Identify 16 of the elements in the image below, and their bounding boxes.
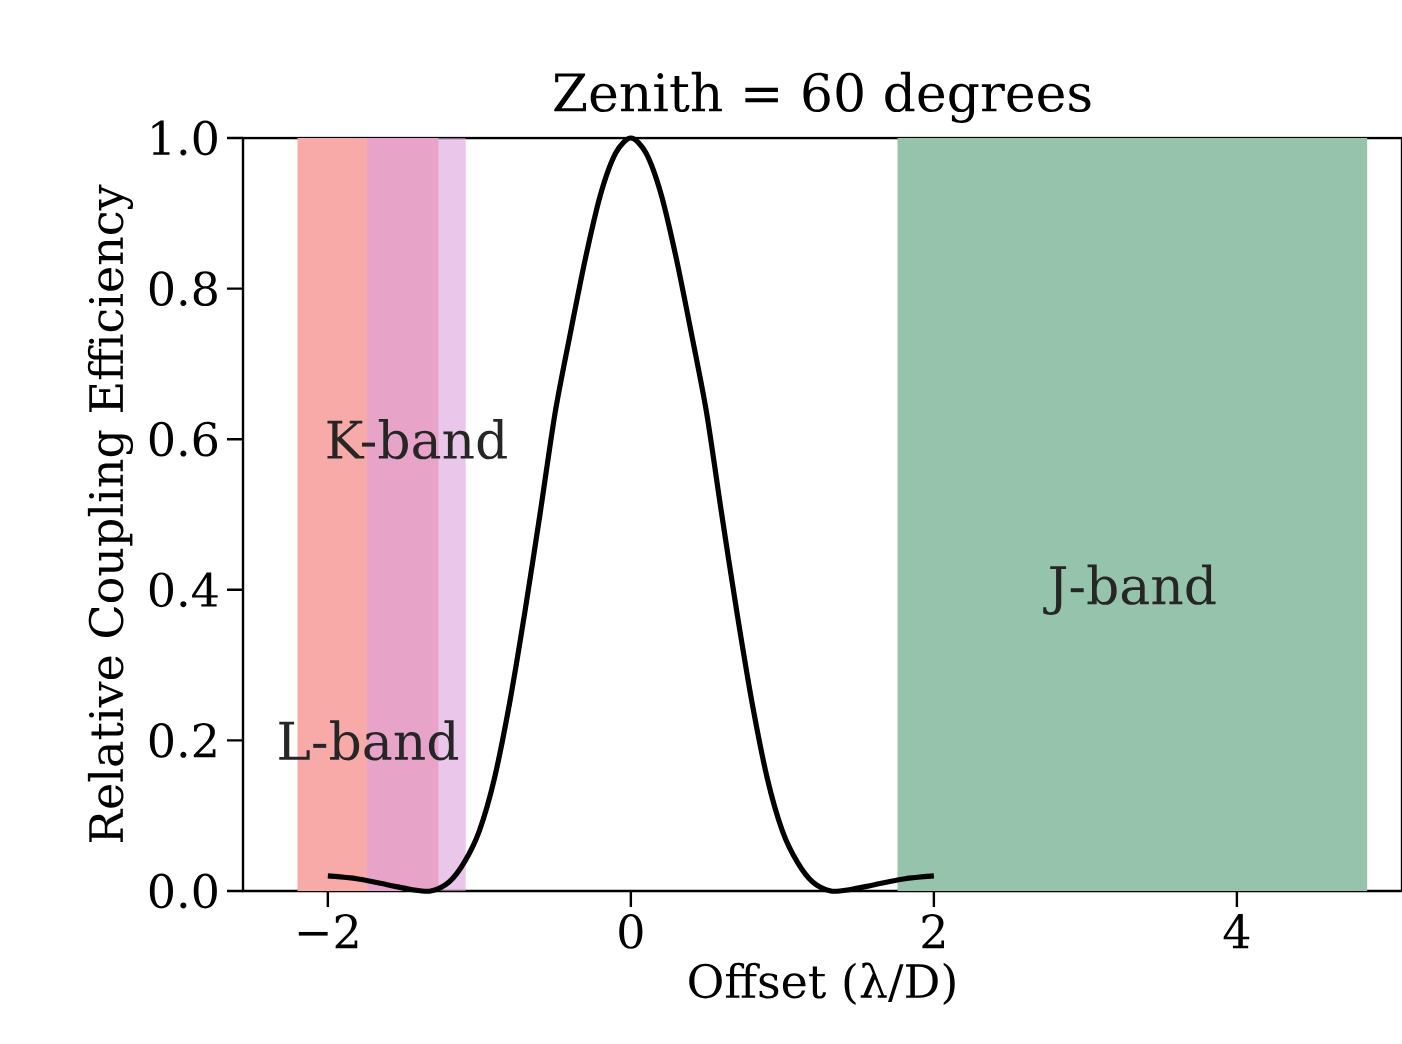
chart-title: Zenith = 60 degrees bbox=[554, 71, 1091, 123]
band-label: L-band bbox=[279, 720, 459, 761]
x-axis-title: Offset (λ/D) bbox=[689, 962, 955, 1005]
y-tick-label: 0.0 bbox=[149, 873, 217, 909]
y-axis-title: Relative Coupling Efficiency bbox=[87, 184, 134, 843]
x-tick-label: 4 bbox=[1223, 914, 1250, 949]
x-tick-label: 0 bbox=[619, 914, 643, 949]
y-tick-label: 0.4 bbox=[149, 572, 218, 608]
y-tick-label: 0.6 bbox=[149, 421, 218, 457]
x-tick-label: −2 bbox=[298, 914, 358, 949]
band-label: J-band bbox=[1043, 564, 1216, 615]
x-tick-label: 2 bbox=[922, 914, 944, 949]
y-tick-label: 1.0 bbox=[152, 120, 217, 156]
y-tick-label: 0.2 bbox=[149, 722, 216, 758]
band-label: K-band bbox=[327, 419, 507, 460]
y-tick-label: 0.8 bbox=[149, 271, 217, 306]
